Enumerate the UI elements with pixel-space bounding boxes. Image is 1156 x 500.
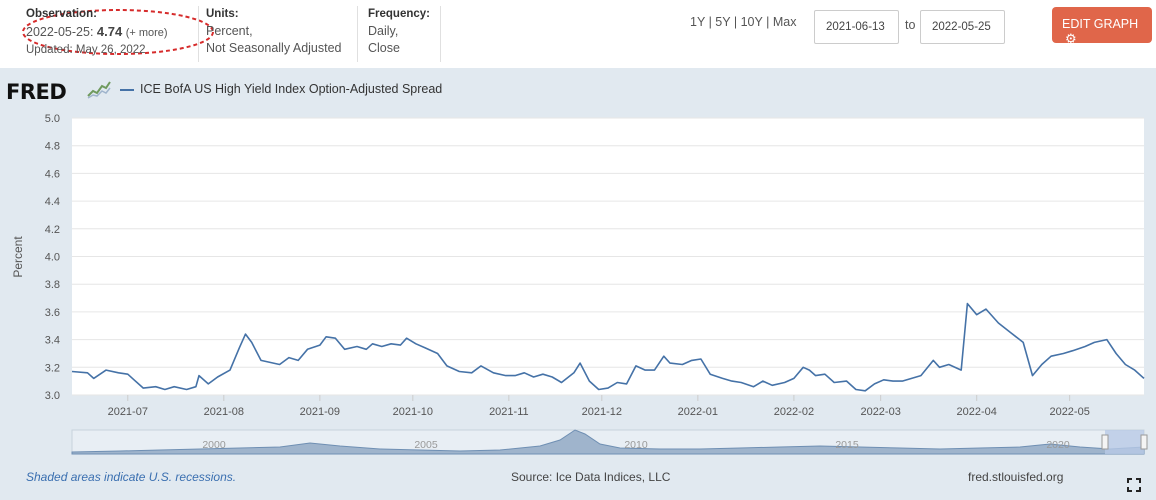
range-5y-link[interactable]: 5Y <box>715 15 731 29</box>
y-tick-label: 3.0 <box>45 390 60 402</box>
legend[interactable]: ICE BofA US High Yield Index Option-Adju… <box>120 82 442 96</box>
observation-block: Observation: 2022-05-25: 4.74 (+ more) U… <box>26 6 168 59</box>
observation-value: 4.74 <box>96 24 123 39</box>
edit-graph-label: EDIT GRAPH <box>1062 17 1139 31</box>
more-link[interactable]: (+ more) <box>125 27 168 39</box>
top-bar: Observation: 2022-05-25: 4.74 (+ more) U… <box>0 0 1156 68</box>
navigator-right-handle[interactable] <box>1140 434 1148 450</box>
x-tick-label: 2021-10 <box>393 406 433 418</box>
fullscreen-icon[interactable] <box>1127 478 1141 492</box>
y-tick-label: 3.2 <box>45 362 60 374</box>
gear-icon: ⚙ <box>1065 31 1077 46</box>
navigator-year-label: 2015 <box>835 439 859 451</box>
observation-label: Observation: <box>26 8 97 20</box>
units-block: Units: Percent, Not Seasonally Adjusted <box>206 6 342 57</box>
units-label: Units: <box>206 8 239 20</box>
x-tick-label: 2022-05 <box>1049 406 1089 418</box>
navigator-year-label: 2005 <box>414 439 438 451</box>
to-label: to <box>905 18 916 32</box>
recession-note: Shaded areas indicate U.S. recessions. <box>26 470 237 484</box>
range-navigator[interactable]: 2000 2005 2010 2015 2020 <box>71 429 1148 455</box>
x-tick-label: 2021-08 <box>204 406 244 418</box>
x-tick-label: 2022-01 <box>678 406 718 418</box>
x-tick-label: 2021-07 <box>108 406 148 418</box>
navigator-left-handle[interactable] <box>1101 434 1109 450</box>
range-separator: | <box>766 15 770 29</box>
chart-area: 3.0 3.2 3.4 3.6 3.8 4.0 4.2 4.4 4.6 4.8 5.0 2021-0… <box>0 68 1156 500</box>
legend-swatch <box>120 88 134 91</box>
y-tick-label: 4.4 <box>45 196 60 208</box>
source-note: Source: Ice Data Indices, LLC <box>511 470 671 484</box>
frequency-line2: Close <box>368 41 400 55</box>
end-date-input[interactable]: 2022-05-25 <box>920 10 1005 44</box>
y-tick-label: 4.6 <box>45 168 60 180</box>
frequency-block: Frequency: Daily, Close <box>368 6 430 57</box>
x-tick-label: 2021-12 <box>582 406 622 418</box>
navigator-selection[interactable] <box>1105 430 1144 454</box>
y-tick-labels: 3.0 3.2 3.4 3.6 3.8 4.0 4.2 4.4 4.6 4.8 5.0 <box>45 113 60 402</box>
range-separator: | <box>733 15 738 29</box>
fred-logo[interactable]: FRED <box>6 80 67 104</box>
navigator-area <box>71 429 1145 455</box>
y-tick-label: 4.2 <box>45 224 60 236</box>
divider <box>198 6 199 62</box>
navigator-year-label: 2000 <box>202 439 226 451</box>
frequency-label: Frequency: <box>368 8 430 20</box>
x-tick-labels: 2021-07 2021-08 2021-09 2021-10 2021-11 2021-… <box>108 395 1090 418</box>
x-tick-label: 2022-03 <box>860 406 900 418</box>
x-tick-label: 2022-04 <box>957 406 997 418</box>
site-url-link[interactable]: fred.stlouisfed.org <box>968 470 1064 484</box>
observation-date: 2022-05-25: <box>26 25 94 39</box>
divider <box>440 6 441 62</box>
frequency-line1: Daily, <box>368 24 399 38</box>
range-10y-link[interactable]: 10Y <box>740 15 763 29</box>
range-links: 1Y | 5Y | 10Y | Max <box>690 15 796 29</box>
series-group <box>71 302 1145 392</box>
updated-date: Updated: May 26, 2022 <box>26 44 146 56</box>
sparkline-icon <box>87 79 111 99</box>
y-tick-label: 4.0 <box>45 252 60 264</box>
y-tick-label: 3.6 <box>45 307 60 319</box>
y-tick-label: 5.0 <box>45 113 60 125</box>
y-tick-label: 3.4 <box>45 335 60 347</box>
gridlines <box>72 117 1144 396</box>
chart-canvas: 3.0 3.2 3.4 3.6 3.8 4.0 4.2 4.4 4.6 4.8 5.0 2021-0… <box>11 113 1148 455</box>
series-line <box>71 302 1145 392</box>
x-tick-label: 2022-02 <box>774 406 814 418</box>
units-line1: Percent, <box>206 24 253 38</box>
navigator-year-label: 2020 <box>1046 439 1070 451</box>
range-1y-link[interactable]: 1Y <box>690 15 706 29</box>
divider <box>357 6 358 62</box>
y-tick-label: 4.8 <box>45 141 60 153</box>
units-line2: Not Seasonally Adjusted <box>206 41 342 55</box>
range-max-link[interactable]: Max <box>772 15 797 29</box>
navigator-year-label: 2010 <box>624 439 648 451</box>
range-separator: | <box>708 15 712 29</box>
legend-label: ICE BofA US High Yield Index Option-Adju… <box>140 82 443 96</box>
edit-graph-button[interactable]: EDIT GRAPH ⚙ <box>1052 7 1152 46</box>
x-tick-label: 2021-09 <box>300 406 340 418</box>
start-date-input[interactable]: 2021-06-13 <box>814 10 899 44</box>
x-tick-label: 2021-11 <box>489 406 529 418</box>
y-axis-label: Percent <box>11 236 25 278</box>
y-tick-label: 3.8 <box>45 279 60 291</box>
